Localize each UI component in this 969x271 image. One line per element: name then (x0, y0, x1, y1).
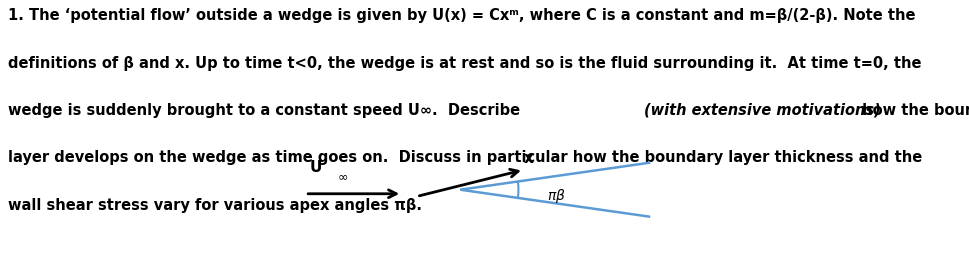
Text: wedge is suddenly brought to a constant speed U∞.  Describe: wedge is suddenly brought to a constant … (8, 103, 525, 118)
Text: definitions of β and x. Up to time t<0, the wedge is at rest and so is the fluid: definitions of β and x. Up to time t<0, … (8, 56, 922, 70)
Text: $\pi\beta$: $\pi\beta$ (547, 188, 566, 205)
Text: x: x (524, 151, 534, 166)
Text: U: U (310, 160, 323, 175)
Text: how the boundary: how the boundary (858, 103, 969, 118)
Text: $\infty$: $\infty$ (337, 170, 348, 183)
Text: 1. The ‘potential flow’ outside a wedge is given by U(x) = Cxᵐ, where C is a con: 1. The ‘potential flow’ outside a wedge … (8, 8, 916, 23)
Text: layer develops on the wedge as time goes on.  Discuss in particular how the boun: layer develops on the wedge as time goes… (8, 150, 922, 165)
Text: wall shear stress vary for various apex angles πβ.: wall shear stress vary for various apex … (8, 198, 422, 213)
Text: (with extensive motivations): (with extensive motivations) (644, 103, 881, 118)
